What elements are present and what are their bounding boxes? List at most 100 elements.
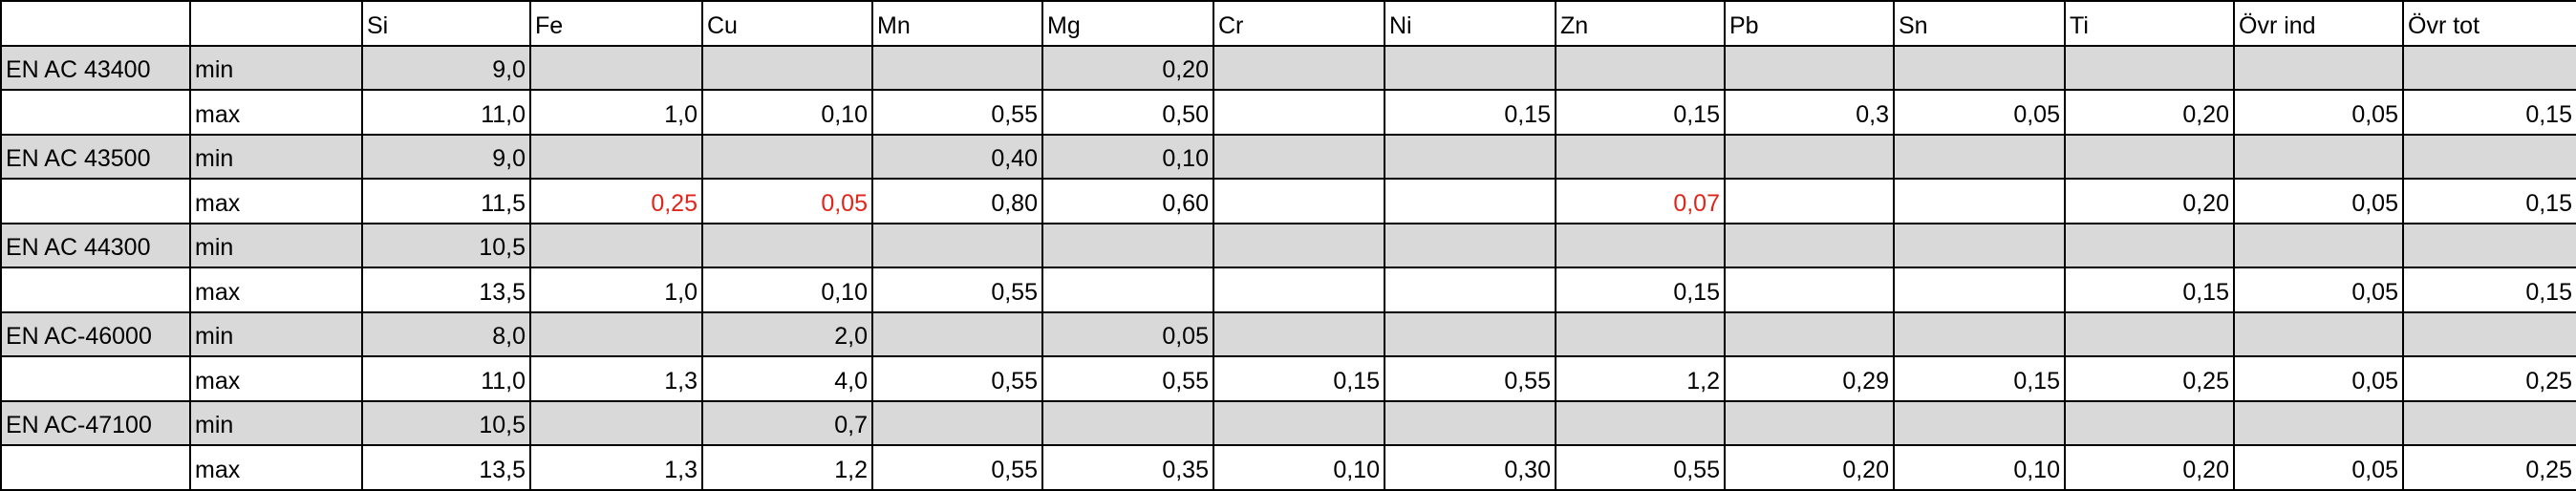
value-cell (1384, 44, 1556, 92)
value-cell: 0,15 (1555, 89, 1726, 136)
value-cell (1893, 310, 2066, 358)
label-cell: EN AC 43400 (0, 44, 191, 92)
label-cell: min (189, 399, 363, 447)
header-cell: Cu (701, 0, 873, 47)
value-cell (1213, 399, 1385, 447)
value-cell (1893, 133, 2066, 181)
value-cell (1893, 399, 2066, 447)
header-row: Si Fe Cu Mn Mg Cr Ni Zn Pb Sn Ti Övr ind Övr tot (0, 0, 2576, 47)
label-cell: min (189, 222, 363, 269)
value-cell: 8,0 (361, 310, 531, 358)
value-cell (2402, 44, 2576, 92)
value-cell: 1,2 (1555, 355, 1726, 402)
value-cell: 10,5 (361, 222, 531, 269)
value-cell (1724, 399, 1895, 447)
value-cell: 0,15 (2402, 89, 2576, 136)
header-cell: Sn (1893, 0, 2066, 47)
value-cell: 0,60 (1041, 178, 1214, 224)
value-cell: 0,10 (701, 89, 873, 136)
value-cell: 4,0 (701, 355, 873, 402)
value-cell (529, 222, 703, 269)
value-cell: 0,15 (2064, 267, 2235, 313)
header-cell: Ti (2064, 0, 2235, 47)
value-cell: 0,29 (1724, 355, 1895, 402)
value-cell (2402, 310, 2576, 358)
value-cell: 11,5 (361, 178, 531, 224)
value-cell: 1,0 (529, 267, 703, 313)
value-cell: 11,0 (361, 89, 531, 136)
label-cell: EN AC 44300 (0, 222, 191, 269)
value-cell (2402, 222, 2576, 269)
value-cell (1893, 44, 2066, 92)
value-cell: 0,3 (1724, 89, 1895, 136)
value-cell: 0,10 (1041, 133, 1214, 181)
value-cell (1384, 222, 1556, 269)
value-cell (871, 222, 1043, 269)
value-cell: 0,80 (871, 178, 1043, 224)
value-cell (871, 399, 1043, 447)
value-cell (1213, 178, 1385, 224)
value-cell: 0,25 (529, 178, 703, 224)
value-cell (1213, 267, 1385, 313)
label-cell (0, 355, 191, 402)
value-cell: 0,20 (2064, 89, 2235, 136)
value-cell: 13,5 (361, 267, 531, 313)
value-cell: 1,3 (529, 444, 703, 491)
value-cell: 0,15 (1893, 355, 2066, 402)
value-cell (1724, 222, 1895, 269)
data-row: max 13,5 1,0 0,10 0,55 0,15 0,15 0,05 0,15 (0, 267, 2576, 313)
label-cell: EN AC-47100 (0, 399, 191, 447)
value-cell: 9,0 (361, 133, 531, 181)
value-cell: 9,0 (361, 44, 531, 92)
value-cell: 0,55 (871, 355, 1043, 402)
value-cell (1555, 44, 1726, 92)
value-cell (1384, 310, 1556, 358)
value-cell (1041, 399, 1214, 447)
value-cell: 0,20 (1041, 44, 1214, 92)
value-cell (2233, 133, 2404, 181)
label-cell: min (189, 310, 363, 358)
header-cell: Pb (1724, 0, 1895, 47)
header-cell (189, 0, 363, 47)
value-cell: 0,07 (1555, 178, 1726, 224)
value-cell: 1,0 (529, 89, 703, 136)
value-cell (871, 44, 1043, 92)
value-cell: 0,25 (2402, 444, 2576, 491)
header-cell: Si (361, 0, 531, 47)
header-cell: Mg (1041, 0, 1214, 47)
label-cell: max (189, 178, 363, 224)
label-cell (0, 89, 191, 136)
value-cell: 0,05 (1893, 89, 2066, 136)
value-cell (2233, 44, 2404, 92)
value-cell (2064, 310, 2235, 358)
value-cell (871, 310, 1043, 358)
value-cell: 0,55 (871, 444, 1043, 491)
label-cell (0, 267, 191, 313)
value-cell: 0,55 (1384, 355, 1556, 402)
value-cell (2402, 133, 2576, 181)
value-cell (1555, 310, 1726, 358)
value-cell (1041, 267, 1214, 313)
value-cell: 0,15 (1213, 355, 1385, 402)
value-cell: 0,05 (2233, 355, 2404, 402)
data-row: max 11,0 1,3 4,0 0,55 0,55 0,15 0,55 1,2 0,29 0,15… (0, 355, 2576, 402)
value-cell (529, 44, 703, 92)
label-cell: max (189, 444, 363, 491)
value-cell: 0,55 (1041, 355, 1214, 402)
value-cell (1213, 133, 1385, 181)
value-cell (701, 222, 873, 269)
data-row: max 13,5 1,3 1,2 0,55 0,35 0,10 0,30 0,55 0,20 0,1… (0, 444, 2576, 491)
value-cell (1213, 44, 1385, 92)
value-cell (1893, 222, 2066, 269)
label-cell: EN AC 43500 (0, 133, 191, 181)
data-row: max 11,0 1,0 0,10 0,55 0,50 0,15 0,15 0,3 0,05 0,2… (0, 89, 2576, 136)
value-cell: 10,5 (361, 399, 531, 447)
value-cell (2233, 399, 2404, 447)
value-cell: 1,3 (529, 355, 703, 402)
value-cell (2402, 399, 2576, 447)
value-cell: 0,05 (701, 178, 873, 224)
value-cell (701, 133, 873, 181)
value-cell (1213, 222, 1385, 269)
